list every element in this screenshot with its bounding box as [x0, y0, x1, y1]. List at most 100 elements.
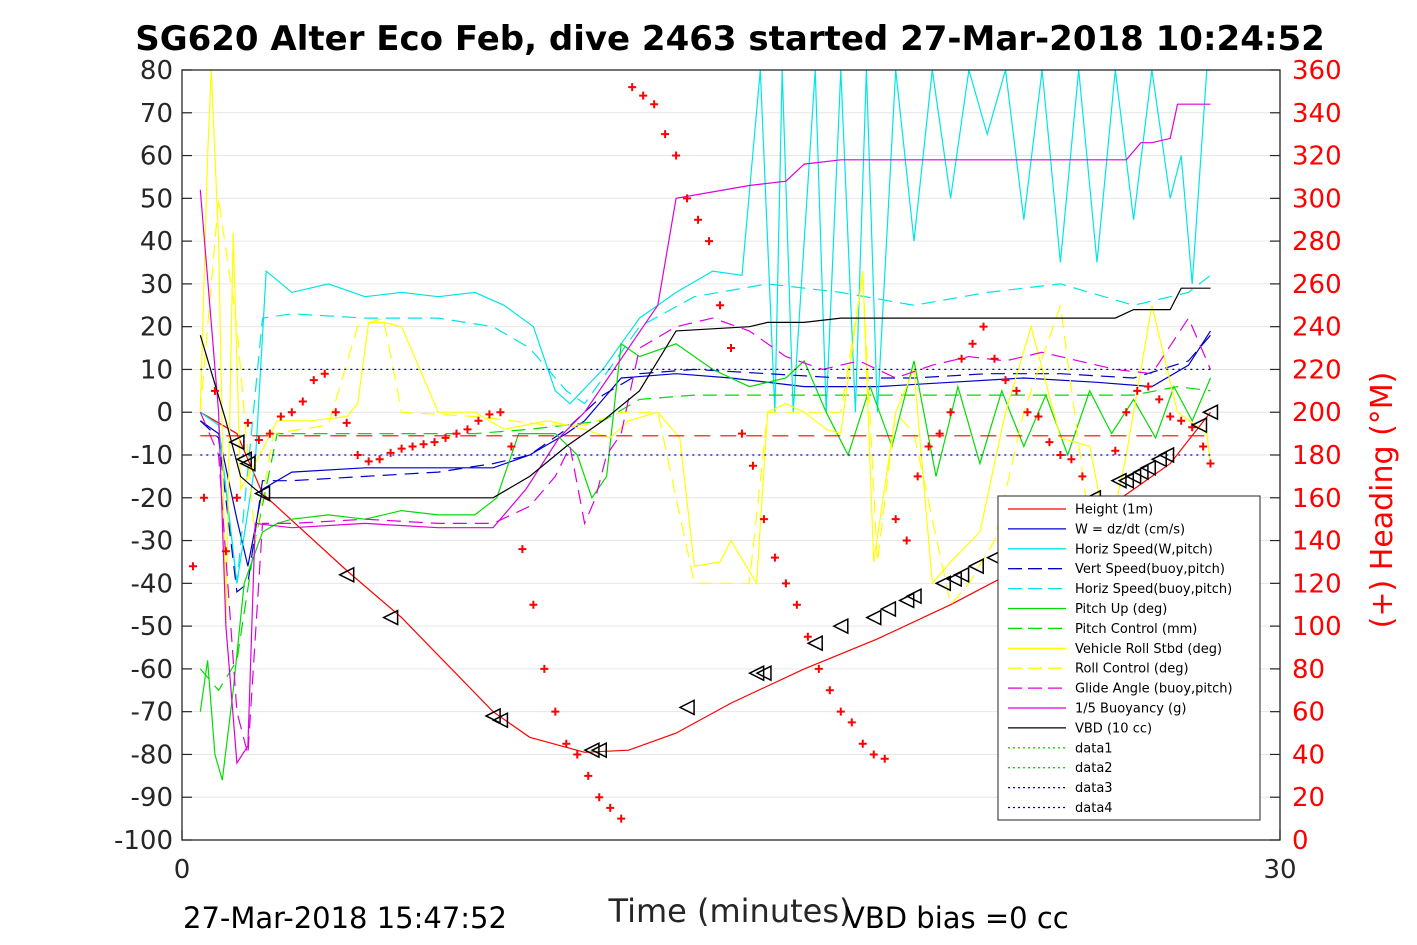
triangle-marker [747, 664, 765, 682]
series-horiz_w [199, 69, 1211, 584]
left-tick-label: 30 [140, 270, 173, 300]
heading-point [1034, 412, 1043, 421]
triangle-marker [1201, 404, 1219, 421]
series-vbd [199, 287, 1211, 499]
heading-point [737, 429, 746, 438]
legend-label: Pitch Control (mm) [1075, 622, 1197, 637]
right-tick-label: 20 [1292, 783, 1325, 813]
heading-point [716, 301, 725, 310]
heading-point [1206, 459, 1215, 468]
heading-points [188, 83, 1215, 823]
triangle-marker [755, 664, 772, 682]
footer-vbd-bias: VBD bias =0 cc [845, 901, 1069, 935]
heading-point [1001, 376, 1010, 385]
heading-point [1111, 446, 1120, 455]
left-tick-label: -80 [131, 740, 173, 770]
legend-label: 1/5 Buoyancy (g) [1075, 702, 1186, 717]
legend-box [997, 495, 1261, 821]
right-tick-label: 0 [1292, 826, 1309, 856]
heading-point [869, 750, 878, 759]
triangle-marker [1110, 472, 1127, 489]
left-tick-label: 0 [156, 398, 173, 428]
x-tick-label: 30 [1263, 855, 1296, 885]
heading-point [474, 416, 483, 425]
heading-point [639, 91, 648, 100]
heading-point [584, 771, 593, 780]
left-tick-label: -100 [114, 826, 173, 856]
left-tick-label: -20 [131, 484, 173, 514]
legend-label: Pitch Up (deg) [1075, 602, 1167, 617]
x-axis-label: Time (minutes) [608, 892, 852, 930]
heading-point [1023, 408, 1032, 417]
heading-point [606, 803, 615, 812]
heading-point [1078, 472, 1087, 481]
triangle-marker [865, 609, 882, 626]
series-horiz_buoy [199, 274, 1211, 584]
heading-point [551, 707, 560, 716]
heading-point [880, 754, 889, 763]
left-tick-label: -90 [131, 783, 173, 813]
triangle-marker [1190, 416, 1208, 434]
heading-point [694, 215, 703, 224]
heading-point [188, 562, 197, 571]
heading-point [617, 814, 626, 823]
series-pitch_ctl [199, 385, 1211, 692]
right-tick-label: 200 [1292, 398, 1342, 428]
left-tick-label: 80 [140, 56, 173, 86]
series-buoy [199, 103, 1211, 765]
heading-point [419, 440, 428, 449]
left-tick-label: -70 [131, 698, 173, 728]
left-tick-label: -50 [131, 612, 173, 642]
heading-point [1056, 451, 1065, 459]
heading-point [770, 553, 779, 562]
heading-point [573, 750, 582, 759]
series-roll_ctl [199, 198, 1211, 607]
right-tick-label: 140 [1292, 527, 1342, 557]
right-tick-label: 60 [1292, 698, 1325, 728]
heading-point [759, 515, 768, 524]
triangle-marker [338, 566, 355, 583]
triangle-marker [806, 635, 823, 652]
heading-point [353, 451, 362, 459]
heading-point [518, 545, 527, 554]
triangle-marker [239, 455, 256, 472]
heading-point [968, 339, 977, 348]
legend-label: data4 [1075, 801, 1113, 816]
left-tick-label: -40 [131, 569, 173, 599]
right-tick-label: 40 [1292, 740, 1325, 770]
triangle-marker [1157, 446, 1175, 464]
right-tick-label: 120 [1292, 569, 1342, 599]
heading-point [814, 664, 823, 673]
legend-label: Vehicle Roll Stbd (deg) [1075, 642, 1222, 657]
heading-point [858, 739, 867, 748]
left-tick-label: 40 [140, 227, 173, 257]
legend-label: W = dz/dt (cm/s) [1075, 522, 1185, 537]
heading-point [990, 354, 999, 363]
heading-point [957, 354, 966, 363]
heading-point [924, 442, 933, 451]
left-tick-label: 70 [140, 99, 173, 129]
legend-label: data2 [1075, 761, 1113, 776]
heading-point [496, 408, 505, 417]
heading-point [1177, 416, 1186, 425]
legend-label: data1 [1075, 741, 1113, 756]
triangle-marker [235, 451, 252, 468]
heading-point [452, 429, 461, 438]
left-tick-label: -10 [131, 441, 173, 471]
left-tick-label: 50 [140, 184, 173, 214]
heading-point [298, 397, 307, 406]
triangle-marker [832, 617, 849, 635]
triangle-marker [1150, 451, 1167, 468]
right-axis-label: (+) Heading (°M) [1365, 372, 1400, 629]
heading-point [210, 386, 219, 395]
triangle-marker [381, 609, 399, 626]
heading-point [221, 547, 230, 556]
heading-point [430, 438, 439, 447]
legend: Height (1m) W = dz/dt (cm/s) Horiz Speed(W… [997, 495, 1261, 821]
heading-point [375, 455, 384, 464]
right-tick-label: 320 [1292, 142, 1342, 172]
heading-point [397, 444, 406, 453]
heading-point [595, 793, 604, 802]
heading-point [748, 461, 757, 470]
triangle-marker [1139, 459, 1156, 477]
